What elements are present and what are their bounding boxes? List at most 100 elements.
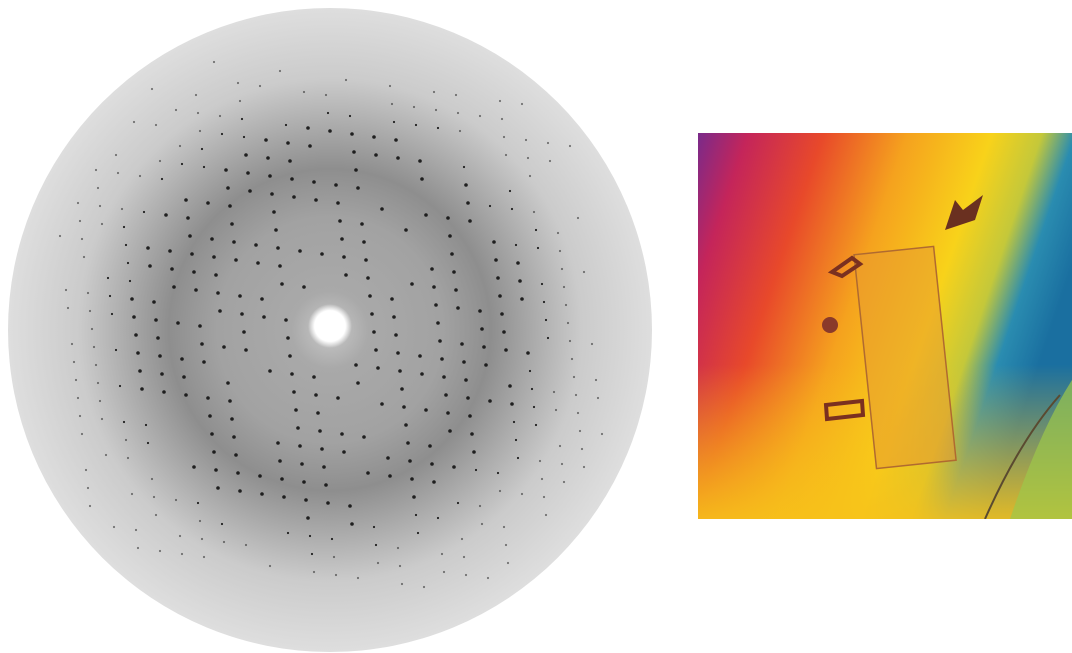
spot [228, 204, 232, 208]
spot [311, 553, 313, 555]
spot [547, 142, 549, 144]
spot [326, 501, 330, 505]
spot [200, 342, 204, 346]
spot [83, 256, 85, 258]
spot [73, 361, 75, 363]
spot [601, 433, 603, 435]
spot [197, 112, 199, 114]
spot [79, 220, 81, 222]
spot [285, 124, 287, 126]
spot [356, 186, 360, 190]
spot [154, 318, 158, 322]
spot [115, 349, 117, 351]
spot [115, 154, 117, 156]
spot [164, 213, 168, 217]
spot [500, 312, 504, 316]
spot [432, 480, 436, 484]
spot [156, 336, 160, 340]
spot [99, 205, 101, 207]
spot [210, 432, 214, 436]
spot [430, 462, 434, 466]
spot [290, 177, 294, 181]
spot [192, 270, 196, 274]
spot [442, 375, 446, 379]
spot [151, 88, 153, 90]
spot [577, 412, 579, 414]
spot [125, 244, 127, 246]
spot [111, 313, 113, 315]
spot [446, 216, 450, 220]
spot [397, 547, 399, 549]
spot [230, 222, 234, 226]
spot [465, 574, 467, 576]
spot [180, 357, 184, 361]
spot [340, 237, 344, 241]
spot [575, 394, 577, 396]
spot [526, 351, 530, 355]
spot [479, 505, 481, 507]
spot [457, 112, 459, 114]
spot [521, 103, 523, 105]
spot [583, 271, 585, 273]
spot [320, 447, 324, 451]
spot [160, 372, 164, 376]
spot [327, 112, 329, 114]
spot [199, 520, 201, 522]
spot [107, 277, 109, 279]
spot [127, 262, 129, 264]
spot [188, 234, 192, 238]
spot [496, 276, 500, 280]
spot [284, 318, 288, 322]
spot [503, 526, 505, 528]
spot [415, 514, 417, 516]
spot [569, 145, 571, 147]
spot [322, 465, 326, 469]
spot [466, 201, 470, 205]
spot [129, 280, 131, 282]
spot [162, 390, 166, 394]
spot [372, 135, 376, 139]
spot [498, 294, 502, 298]
spot [71, 343, 73, 345]
spot [557, 232, 559, 234]
spot [428, 444, 432, 448]
spot [529, 370, 531, 372]
spot [91, 328, 93, 330]
spot [139, 175, 141, 177]
spot [573, 376, 575, 378]
spot [350, 132, 354, 136]
crystal-photo [698, 133, 1072, 519]
spot [386, 456, 390, 460]
spot [159, 160, 161, 162]
spot [354, 363, 358, 367]
spot [503, 136, 505, 138]
spot [521, 493, 523, 495]
spot [497, 472, 499, 474]
spot [190, 252, 194, 256]
spot [472, 450, 476, 454]
spot [455, 94, 457, 96]
spot [537, 247, 539, 249]
spot [360, 222, 364, 226]
spot [443, 571, 445, 573]
spot [212, 450, 216, 454]
spot [533, 211, 535, 213]
spot [292, 195, 296, 199]
spot [79, 415, 81, 417]
spot [396, 351, 400, 355]
spot [243, 136, 245, 138]
spot [127, 457, 129, 459]
spot [509, 190, 511, 192]
spot [240, 312, 244, 316]
spot [438, 339, 442, 343]
spot [581, 448, 583, 450]
spot [452, 270, 456, 274]
spot [399, 565, 401, 567]
spot [304, 498, 308, 502]
spot [262, 315, 266, 319]
spot [336, 201, 340, 205]
spot [97, 187, 99, 189]
spot [312, 375, 316, 379]
spot [518, 279, 522, 283]
spot [543, 301, 545, 303]
